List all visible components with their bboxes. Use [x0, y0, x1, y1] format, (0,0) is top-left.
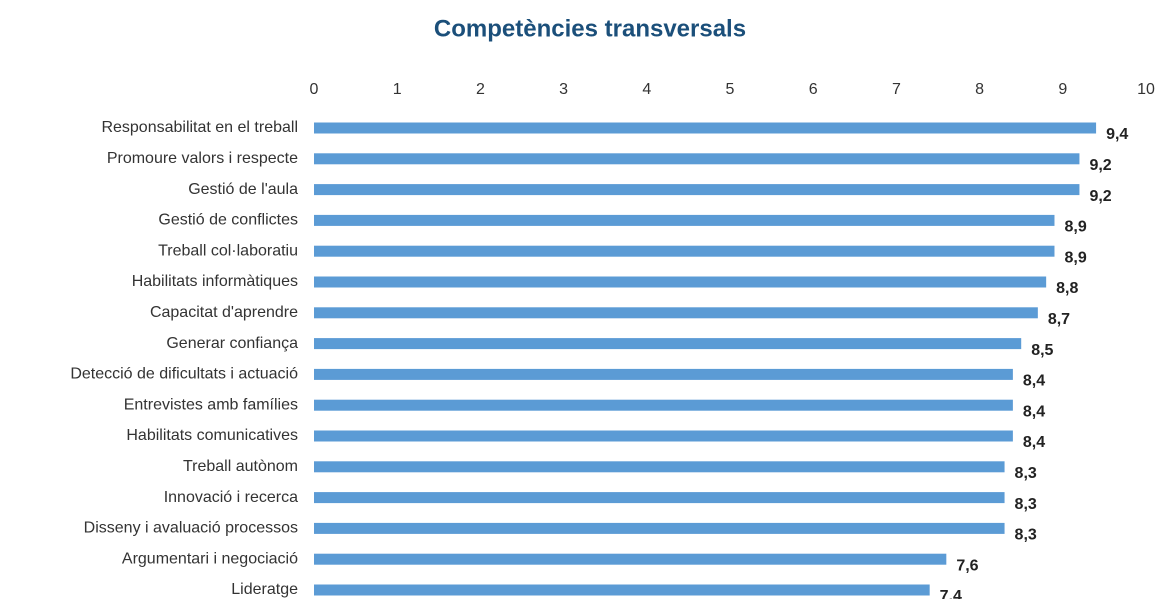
y-tick-label: Responsabilitat en el treball: [101, 119, 298, 136]
value-label: 7,6: [956, 557, 978, 574]
bar: [314, 122, 1097, 134]
x-tick-label: 3: [559, 81, 568, 98]
bar: [314, 153, 1080, 165]
x-tick-label: 4: [642, 81, 651, 98]
value-label: 8,8: [1056, 280, 1078, 297]
value-label: 8,3: [1015, 527, 1037, 544]
bar: [314, 399, 1013, 411]
y-tick-label: Lideratge: [231, 581, 298, 598]
value-label: 8,3: [1015, 465, 1037, 482]
value-label: 8,3: [1015, 496, 1037, 513]
y-tick-label: Gestió de l'aula: [188, 181, 298, 198]
y-tick-label: Generar confiança: [166, 335, 298, 352]
bar: [314, 584, 930, 596]
y-tick-label: Habilitats informàtiques: [132, 273, 298, 290]
bar: [314, 522, 1005, 534]
chart-title: Competències transversals: [434, 15, 746, 42]
x-tick-label: 0: [310, 81, 319, 98]
y-tick-label: Treball autònom: [183, 458, 298, 475]
x-tick-label: 7: [892, 81, 901, 98]
value-label: 9,4: [1106, 126, 1128, 143]
bar: [314, 461, 1005, 473]
bar: [314, 338, 1022, 350]
x-tick-label: 10: [1137, 81, 1155, 98]
value-label: 8,5: [1031, 342, 1053, 359]
bar: [314, 214, 1055, 226]
y-tick-label: Capacitat d'aprendre: [150, 304, 298, 321]
bar: [314, 184, 1080, 196]
y-tick-label: Disseny i avaluació processos: [84, 520, 298, 537]
bar: [314, 245, 1055, 257]
bar: [314, 307, 1038, 319]
x-tick-label: 9: [1058, 81, 1067, 98]
value-label: 8,7: [1048, 311, 1070, 328]
x-tick-label: 5: [726, 81, 735, 98]
bar: [314, 492, 1005, 504]
y-tick-label: Habilitats comunicatives: [126, 427, 298, 444]
y-tick-label: Detecció de dificultats i actuació: [70, 366, 298, 383]
x-tick-label: 6: [809, 81, 818, 98]
x-tick-label: 1: [393, 81, 402, 98]
value-label: 7,4: [940, 588, 962, 599]
x-tick-label: 2: [476, 81, 485, 98]
y-tick-label: Treball col·laboratiu: [158, 242, 298, 259]
value-label: 8,4: [1023, 373, 1045, 390]
bar: [314, 368, 1013, 380]
y-tick-label: Gestió de conflictes: [158, 212, 298, 229]
value-label: 9,2: [1089, 188, 1111, 205]
bar: [314, 553, 947, 565]
x-tick-label: 8: [975, 81, 984, 98]
bar: [314, 276, 1047, 288]
value-label: 8,9: [1064, 219, 1086, 236]
y-tick-label: Innovació i recerca: [164, 489, 298, 506]
value-label: 8,4: [1023, 434, 1045, 451]
y-tick-label: Promoure valors i respecte: [107, 150, 298, 167]
value-label: 9,2: [1089, 157, 1111, 174]
value-label: 8,4: [1023, 403, 1045, 420]
bar: [314, 430, 1013, 442]
y-tick-label: Entrevistes amb famílies: [124, 396, 298, 413]
y-tick-label: Argumentari i negociació: [122, 550, 298, 567]
value-label: 8,9: [1064, 249, 1086, 266]
